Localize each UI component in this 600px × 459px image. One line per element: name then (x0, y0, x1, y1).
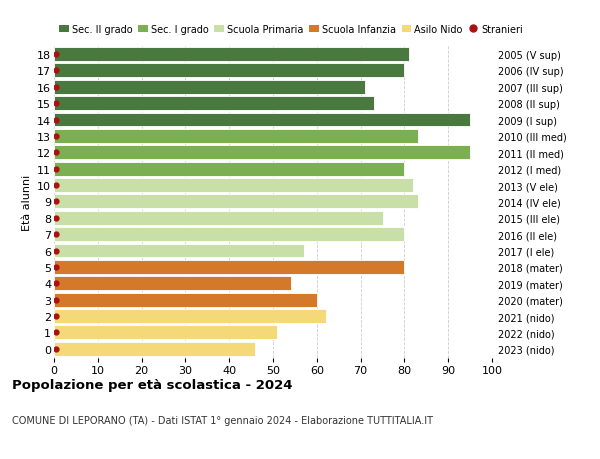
Bar (54, 64, 404, 78)
Text: COMUNE DI LEPORANO (TA) - Dati ISTAT 1° gennaio 2024 - Elaborazione TUTTITALIA.I: COMUNE DI LEPORANO (TA) - Dati ISTAT 1° … (12, 415, 433, 425)
Bar (54, 244, 304, 258)
Bar (54, 48, 409, 62)
Bar (54, 342, 256, 356)
Bar (54, 211, 383, 225)
Bar (54, 326, 277, 340)
Bar (54, 146, 470, 160)
Y-axis label: Età alunni: Età alunni (22, 174, 32, 230)
Bar (54, 129, 418, 144)
Bar (54, 113, 470, 127)
Bar (54, 228, 404, 241)
Bar (54, 179, 413, 193)
Bar (54, 162, 404, 176)
Bar (54, 309, 326, 323)
Legend: Sec. II grado, Sec. I grado, Scuola Primaria, Scuola Infanzia, Asilo Nido, Stran: Sec. II grado, Sec. I grado, Scuola Prim… (59, 25, 523, 35)
Text: Popolazione per età scolastica - 2024: Popolazione per età scolastica - 2024 (12, 379, 293, 392)
Bar (54, 97, 374, 111)
Bar (54, 81, 365, 95)
Bar (54, 260, 404, 274)
Bar (54, 195, 418, 209)
Bar (54, 293, 317, 307)
Bar (54, 277, 290, 291)
